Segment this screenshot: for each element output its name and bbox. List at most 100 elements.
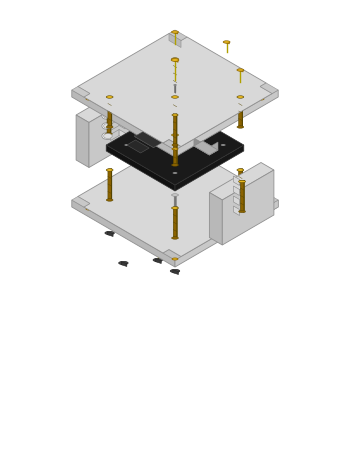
Ellipse shape	[239, 210, 245, 213]
Ellipse shape	[154, 249, 161, 251]
Polygon shape	[225, 41, 229, 44]
Polygon shape	[119, 119, 125, 129]
Polygon shape	[111, 119, 119, 131]
Polygon shape	[89, 93, 141, 167]
Polygon shape	[173, 96, 177, 131]
Polygon shape	[121, 262, 127, 266]
Polygon shape	[108, 96, 112, 126]
Polygon shape	[239, 69, 243, 72]
Polygon shape	[173, 270, 178, 274]
Ellipse shape	[86, 208, 92, 210]
Ellipse shape	[258, 208, 264, 210]
Polygon shape	[175, 145, 244, 191]
Polygon shape	[78, 33, 272, 147]
Ellipse shape	[172, 131, 178, 133]
Ellipse shape	[172, 58, 178, 60]
Ellipse shape	[237, 69, 244, 71]
Ellipse shape	[172, 114, 178, 116]
Polygon shape	[111, 130, 119, 141]
Polygon shape	[154, 133, 171, 148]
Polygon shape	[194, 141, 218, 155]
Ellipse shape	[221, 144, 225, 146]
Polygon shape	[233, 206, 239, 216]
Ellipse shape	[237, 126, 244, 128]
Polygon shape	[233, 196, 239, 205]
Polygon shape	[169, 30, 187, 40]
Polygon shape	[209, 142, 218, 155]
Ellipse shape	[102, 123, 114, 130]
Ellipse shape	[105, 231, 114, 235]
Ellipse shape	[172, 207, 178, 209]
Polygon shape	[272, 200, 278, 211]
Ellipse shape	[172, 258, 178, 260]
Ellipse shape	[104, 133, 112, 139]
Ellipse shape	[86, 98, 92, 100]
Polygon shape	[176, 114, 177, 146]
Polygon shape	[108, 169, 112, 199]
Ellipse shape	[172, 194, 178, 196]
Polygon shape	[173, 134, 177, 164]
Polygon shape	[119, 130, 125, 139]
Polygon shape	[173, 131, 177, 161]
Polygon shape	[209, 193, 222, 245]
Polygon shape	[111, 110, 119, 120]
Polygon shape	[111, 140, 119, 150]
Ellipse shape	[119, 261, 128, 265]
Ellipse shape	[106, 96, 113, 98]
Polygon shape	[88, 208, 91, 211]
Ellipse shape	[239, 180, 245, 183]
Polygon shape	[107, 232, 113, 236]
Polygon shape	[194, 141, 218, 155]
Polygon shape	[175, 90, 278, 157]
Ellipse shape	[237, 169, 244, 171]
Ellipse shape	[174, 85, 176, 86]
Polygon shape	[169, 33, 181, 47]
Ellipse shape	[172, 144, 178, 146]
Polygon shape	[173, 58, 177, 88]
Polygon shape	[174, 148, 177, 151]
Ellipse shape	[172, 88, 178, 90]
Polygon shape	[174, 85, 176, 93]
Ellipse shape	[153, 258, 162, 262]
Polygon shape	[106, 145, 175, 191]
Polygon shape	[173, 31, 178, 34]
Polygon shape	[127, 140, 149, 153]
Ellipse shape	[172, 96, 178, 98]
Ellipse shape	[172, 161, 178, 163]
Polygon shape	[260, 193, 278, 204]
Ellipse shape	[237, 199, 244, 201]
Ellipse shape	[172, 148, 178, 150]
Polygon shape	[106, 105, 244, 185]
Ellipse shape	[106, 199, 113, 201]
Polygon shape	[174, 114, 177, 144]
Ellipse shape	[258, 98, 264, 100]
Ellipse shape	[104, 113, 112, 118]
Ellipse shape	[171, 59, 179, 62]
Polygon shape	[174, 195, 176, 206]
Polygon shape	[175, 200, 278, 267]
Ellipse shape	[172, 164, 178, 166]
Polygon shape	[76, 115, 89, 167]
Ellipse shape	[172, 48, 178, 50]
Polygon shape	[169, 143, 181, 157]
Ellipse shape	[105, 103, 112, 105]
Ellipse shape	[125, 144, 129, 146]
Ellipse shape	[173, 172, 177, 174]
Polygon shape	[76, 85, 141, 123]
Polygon shape	[174, 48, 177, 51]
Polygon shape	[173, 207, 177, 237]
Polygon shape	[72, 200, 175, 267]
Polygon shape	[88, 98, 91, 101]
Ellipse shape	[170, 269, 180, 273]
Ellipse shape	[172, 131, 178, 133]
Polygon shape	[173, 59, 178, 62]
Polygon shape	[259, 208, 264, 211]
Polygon shape	[72, 86, 90, 97]
Ellipse shape	[172, 31, 178, 33]
Ellipse shape	[172, 237, 178, 239]
Polygon shape	[239, 96, 243, 126]
Polygon shape	[222, 170, 274, 245]
Ellipse shape	[106, 126, 113, 128]
Polygon shape	[111, 96, 112, 128]
Ellipse shape	[172, 158, 178, 160]
